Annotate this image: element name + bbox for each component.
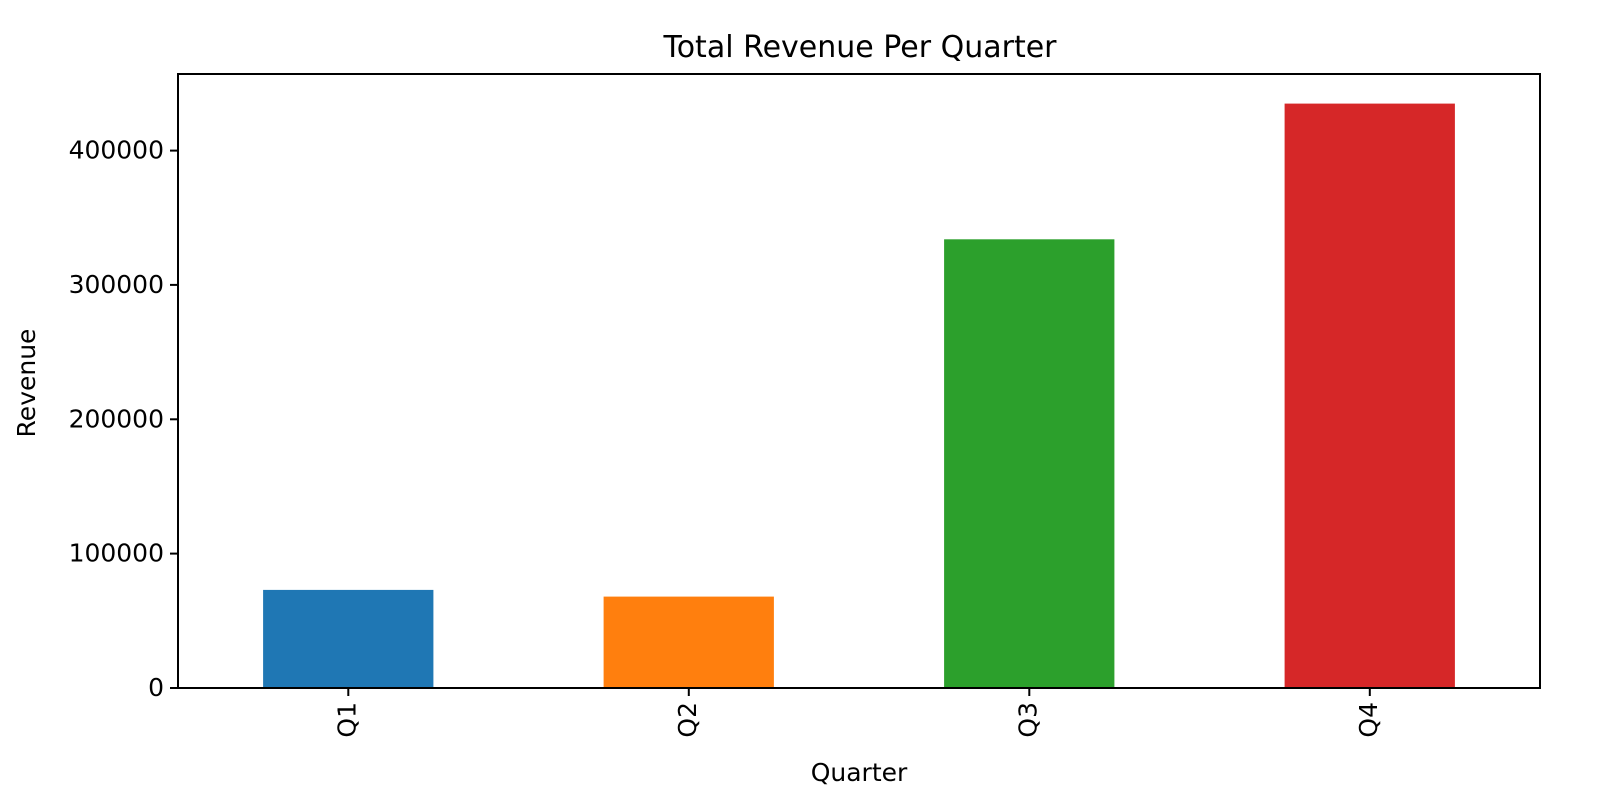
y-tick-label: 400000 [69,136,164,165]
y-tick-label: 0 [148,673,164,702]
y-axis-ticks: 0 100000 200000 300000 400000 [69,136,178,702]
plot-frame [177,73,1541,689]
y-axis-label: Revenue [12,329,41,438]
chart-title: Total Revenue Per Quarter [662,30,1057,65]
x-tick-label-q4: Q4 [1354,702,1383,738]
y-tick-label: 100000 [69,539,164,568]
x-axis-label: Quarter [811,758,908,787]
bar-q1 [263,589,434,688]
bar-q2 [603,596,774,688]
x-axis-ticks: Q1 Q2 Q3 Q4 [332,688,1383,738]
y-tick-label: 200000 [69,404,164,433]
y-tick-label: 300000 [69,270,164,299]
x-tick-label-q3: Q3 [1013,702,1042,738]
bars-layer [263,103,1455,689]
x-tick-label-q1: Q1 [332,702,361,738]
bar-q4 [1284,103,1455,689]
x-tick-label-q2: Q2 [673,702,702,738]
bar-q3 [944,239,1115,689]
